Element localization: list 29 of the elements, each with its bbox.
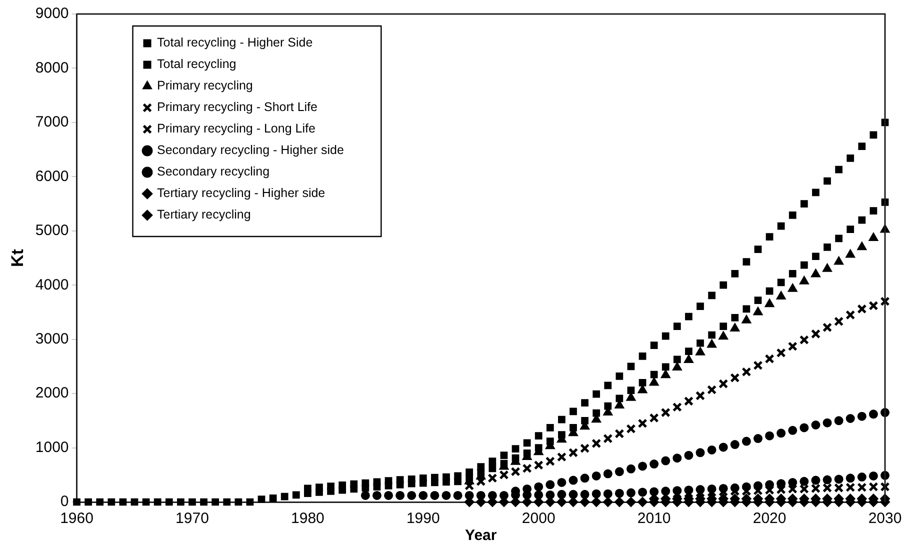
y-tick-label: 0 [60, 493, 69, 510]
legend-label: Total recycling [157, 57, 236, 72]
y-tick-label: 8000 [35, 59, 69, 76]
x-tick-label: 1960 [60, 510, 94, 528]
y-axis-title: Kt [8, 248, 27, 267]
x-tick-label: 1990 [406, 510, 440, 528]
y-tick-label: 6000 [35, 168, 69, 185]
x-tick-label: 2030 [868, 510, 902, 528]
x-tick-label: 2010 [637, 510, 671, 528]
legend-label: Secondary recycling [157, 164, 270, 179]
x-tick-label: 2000 [522, 510, 556, 528]
y-tick-label: 3000 [35, 330, 69, 348]
x-tick-label: 1980 [291, 510, 324, 528]
legend-label: Total recycling - Higher Side [157, 36, 313, 50]
legend-label: Primary recycling - Short Life [157, 100, 318, 114]
legend-label: Tertiary recycling [157, 208, 251, 222]
legend-label: Primary recycling - Long Life [157, 122, 316, 136]
x-tick-label: 2020 [752, 510, 786, 528]
y-tick-label: 4000 [35, 276, 69, 294]
x-tick-label: 1970 [176, 510, 209, 528]
legend-label: Tertiary recycling - Higher side [157, 186, 326, 200]
y-tick-label: 9000 [35, 5, 69, 22]
y-tick-label: 7000 [35, 114, 69, 131]
legend-label: Secondary recycling - Higher side [157, 143, 344, 158]
y-tick-label: 1000 [35, 438, 69, 456]
y-tick-label: 2000 [35, 384, 69, 402]
x-axis-title: Year [465, 527, 497, 544]
legend-label: Primary recycling [157, 78, 253, 93]
y-tick-label: 5000 [35, 222, 69, 240]
